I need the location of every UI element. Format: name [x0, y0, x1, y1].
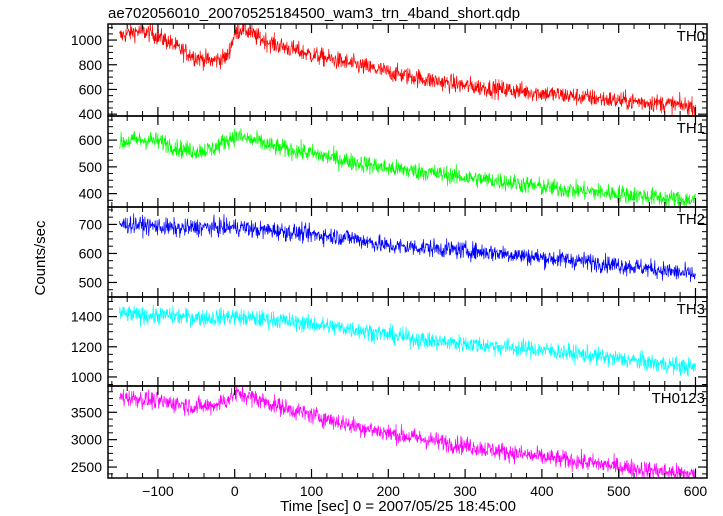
- x-tick-label: 600: [684, 483, 708, 499]
- y-tick-label: 3500: [71, 404, 102, 420]
- panel-th0: 400 600 800 1000 TH0: [71, 23, 708, 122]
- panel-frame: [107, 385, 708, 479]
- y-tick-label: 700: [79, 216, 103, 232]
- y-tick-label: 500: [79, 159, 103, 175]
- y-tick-label: 2500: [71, 459, 102, 475]
- panel-th3: 1000 1200 1400 TH3: [71, 296, 708, 387]
- y-tick-label: 600: [79, 81, 103, 97]
- panel-label-th3: TH3: [677, 301, 705, 318]
- panel-label-th2: TH2: [677, 211, 705, 228]
- panel-th0123: 2500 3000 3500 TH0123: [71, 385, 708, 479]
- panel-th1: 400 500 600 TH1: [79, 115, 708, 208]
- x-axis-label: Time [sec] 0 = 2007/05/25 18:45:00: [280, 498, 516, 515]
- x-tick-label: 300: [453, 483, 477, 499]
- series-line-th0123: [119, 386, 696, 478]
- panel-frame: [107, 296, 708, 387]
- x-tick-label: −100: [142, 483, 174, 499]
- chart-title: ae702056010_20070525184500_wam3_trn_4ban…: [108, 5, 520, 22]
- x-tick-label: 500: [607, 483, 631, 499]
- series-line-th1: [119, 128, 696, 207]
- y-tick-label: 400: [79, 106, 103, 122]
- y-tick-label: 1000: [71, 369, 102, 385]
- y-axis-label: Counts/sec: [32, 220, 49, 296]
- y-tick-label: 3000: [71, 432, 102, 448]
- series-line-th2: [119, 213, 696, 283]
- panel-label-th1: TH1: [677, 120, 705, 137]
- x-tick-label: 0: [231, 483, 239, 499]
- y-tick-label: 400: [79, 186, 103, 202]
- y-tick-label: 1200: [71, 339, 102, 355]
- series-line-th3: [119, 304, 696, 377]
- panel-label-th0: TH0: [677, 28, 705, 45]
- y-tick-label: 600: [79, 245, 103, 261]
- x-tick-label: 200: [377, 483, 401, 499]
- x-tick-label: 100: [300, 483, 324, 499]
- panel-frame: [107, 115, 708, 208]
- y-tick-label: 500: [79, 274, 103, 290]
- y-tick-label: 1000: [71, 32, 102, 48]
- x-tick-label: 400: [530, 483, 554, 499]
- series-line-th0: [119, 24, 696, 116]
- y-tick-label: 800: [79, 57, 103, 73]
- panel-label-th0123: TH0123: [652, 390, 705, 407]
- panel-th2: 500 600 700 TH2: [79, 206, 708, 298]
- y-tick-label: 1400: [71, 309, 102, 325]
- y-tick-label: 600: [79, 132, 103, 148]
